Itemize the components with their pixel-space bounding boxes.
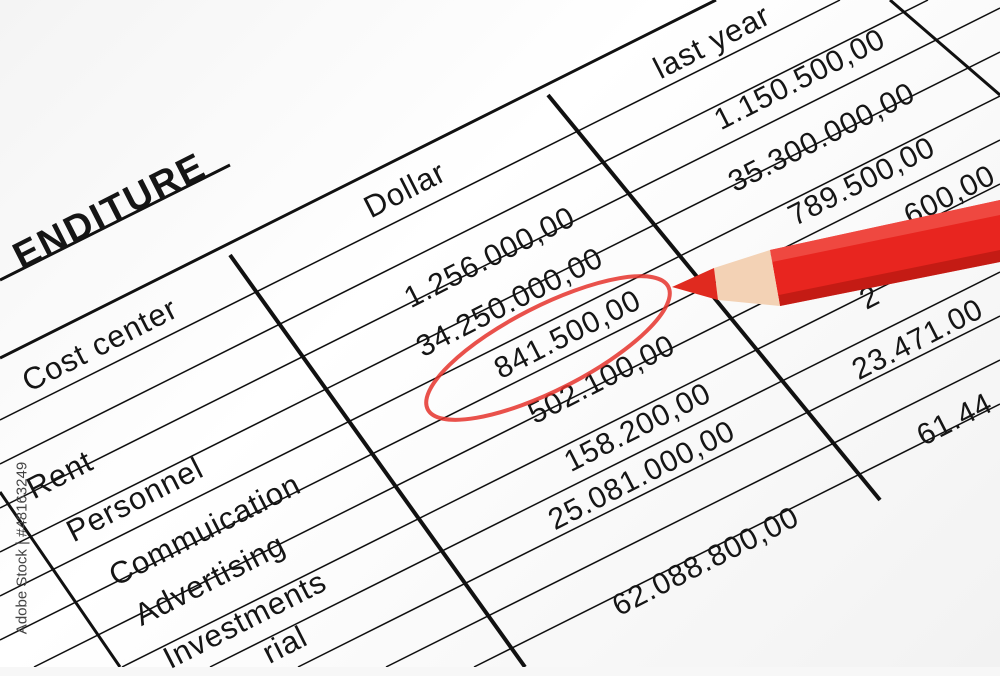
title-underline xyxy=(0,163,231,282)
row-line xyxy=(0,0,929,465)
red-pencil xyxy=(672,200,1000,306)
row-line xyxy=(121,227,1000,667)
row-line xyxy=(297,315,1000,667)
watermark: Adobe Stock | #48163249 xyxy=(13,461,31,635)
row-line xyxy=(0,51,1000,553)
table-top-border xyxy=(0,0,717,360)
red-circle-mark xyxy=(424,274,672,422)
row-line xyxy=(0,7,1000,509)
row-line xyxy=(0,0,841,421)
table-left-border xyxy=(0,491,122,667)
row-line xyxy=(385,359,1000,667)
row-line xyxy=(209,271,1000,667)
row-line xyxy=(473,403,1000,667)
table-right-border xyxy=(889,0,1000,97)
row-line xyxy=(0,95,1000,597)
row-line xyxy=(0,139,1000,641)
